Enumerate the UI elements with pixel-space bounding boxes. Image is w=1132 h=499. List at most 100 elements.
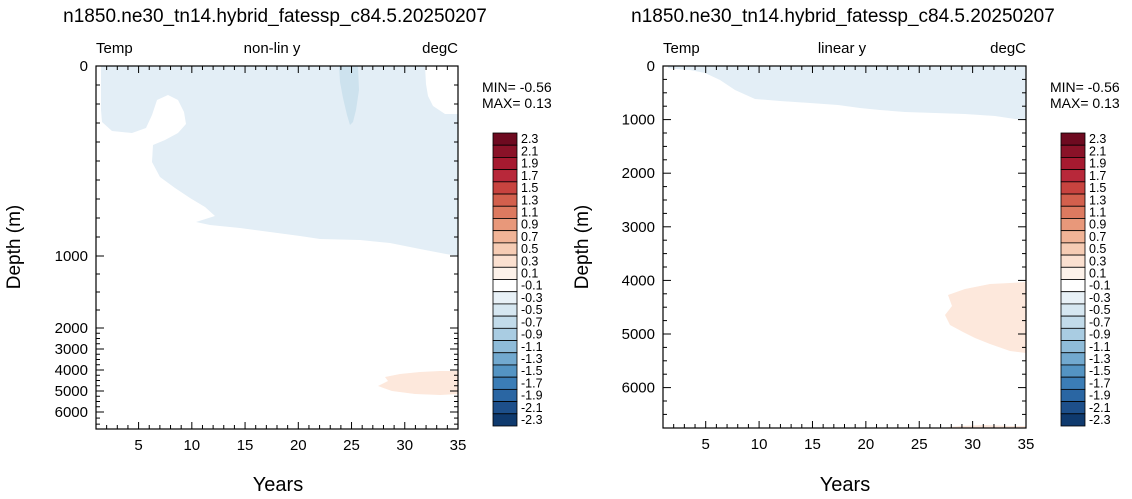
y-tick-label: 2000 — [55, 320, 88, 337]
colorbar-swatch — [1060, 132, 1086, 146]
colorbar-label: 2.3 — [1089, 132, 1106, 146]
colorbar-swatch — [492, 144, 518, 158]
colorbar-swatch — [1060, 144, 1086, 158]
colorbar-label: 0.1 — [1089, 267, 1106, 281]
colorbar-label: -0.1 — [521, 279, 543, 293]
colorbar-label: 0.7 — [1089, 230, 1106, 244]
variable-label: Temp — [96, 40, 133, 57]
x-tick-label: 35 — [450, 437, 467, 454]
colorbar-swatch — [1060, 376, 1086, 390]
x-tick-label: 25 — [343, 437, 360, 454]
colorbar-swatch — [492, 193, 518, 207]
y-tick-label: 0 — [80, 58, 88, 75]
contour-panel-linear: n1850.ne30_tn14.hybrid_fatessp_c84.5.202… — [572, 6, 1120, 496]
x-tick-label: 30 — [964, 436, 981, 453]
y-tick-label: 6000 — [622, 380, 655, 397]
y-tick-label: 0 — [647, 58, 655, 75]
colorbar-swatch — [1060, 193, 1086, 207]
colorbar-swatch — [492, 303, 518, 317]
colorbar-label: -0.7 — [521, 315, 543, 329]
colorbar-swatch — [1060, 218, 1086, 232]
colorbar-label: 0.3 — [521, 254, 538, 268]
colorbar-swatch — [1060, 352, 1086, 366]
x-tick-label: 20 — [858, 436, 875, 453]
colorbar-swatch — [492, 181, 518, 195]
colorbar-label: -1.1 — [1089, 340, 1111, 354]
x-axis-label: Years — [253, 474, 303, 496]
x-tick-label: 5 — [134, 437, 142, 454]
units-label: degC — [422, 40, 458, 57]
colorbar-swatch — [1060, 364, 1086, 378]
colorbar-label: -0.5 — [1089, 303, 1111, 317]
colorbar-swatch — [492, 327, 518, 341]
colorbar-swatch — [492, 205, 518, 219]
colorbar-label: -2.3 — [521, 413, 543, 427]
colorbar-label: -0.1 — [1089, 279, 1111, 293]
warm-deep-patch — [945, 282, 1026, 353]
colorbar-swatch — [492, 401, 518, 415]
colorbar-swatch — [492, 388, 518, 402]
x-axis-label: Years — [820, 474, 870, 496]
colorbar-label: -2.1 — [521, 401, 543, 415]
colorbar-swatch — [492, 291, 518, 305]
colorbar-label: -1.5 — [521, 364, 543, 378]
colorbar-swatch — [492, 132, 518, 146]
colorbar-label: -0.3 — [1089, 291, 1111, 305]
colorbar-swatch — [1060, 157, 1086, 171]
colorbar-swatch — [492, 254, 518, 268]
colorbar-label: -1.9 — [521, 389, 543, 403]
max-value-label: MAX= 0.13 — [1050, 95, 1120, 111]
colorbar-label: 2.1 — [521, 144, 538, 158]
colorbar-label: 1.9 — [521, 157, 538, 171]
colorbar-label: 1.1 — [1089, 205, 1106, 219]
colorbar-swatch — [1060, 254, 1086, 268]
colorbar-swatch — [492, 315, 518, 329]
y-axis: 0 1000 2000 3000 4000 5000 6000 — [622, 58, 1026, 415]
y-axis-label: Depth (m) — [4, 205, 25, 289]
colorbar-label: 1.5 — [1089, 181, 1106, 195]
colorbar-label: 2.3 — [521, 132, 538, 146]
warm-deep-patch — [378, 371, 458, 395]
colorbar-swatch — [1060, 401, 1086, 415]
x-axis: 5 10 15 20 25 30 35 — [95, 66, 467, 454]
cool-core-region — [339, 66, 359, 125]
colorbar-swatch — [492, 413, 518, 427]
colorbar-swatch — [1060, 266, 1086, 280]
x-axis: 5 10 15 20 25 30 35 — [662, 66, 1035, 453]
colorbar-label: -1.3 — [1089, 352, 1111, 366]
cool-upper-layer-region — [101, 66, 458, 256]
colorbar-label: -2.1 — [1089, 401, 1111, 415]
colorbar-swatch — [1060, 413, 1086, 427]
colorbar-swatch — [1060, 230, 1086, 244]
colorbar-swatch — [1060, 303, 1086, 317]
colorbar-label: 0.1 — [521, 267, 538, 281]
colorbar-label: 1.7 — [1089, 169, 1106, 183]
colorbar-swatch — [1060, 242, 1086, 256]
colorbar-label: -1.1 — [521, 340, 543, 354]
y-tick-label: 4000 — [622, 272, 655, 289]
colorbar-label: -0.9 — [521, 328, 543, 342]
colorbar-label: -0.5 — [521, 303, 543, 317]
colorbar-label: 1.1 — [521, 205, 538, 219]
colorbar-label: 0.7 — [521, 230, 538, 244]
colorbar-label: -1.3 — [521, 352, 543, 366]
colorbar-swatch — [1060, 388, 1086, 402]
colorbar-swatch — [492, 169, 518, 183]
colorbar-label: -1.9 — [1089, 389, 1111, 403]
panel-title: n1850.ne30_tn14.hybrid_fatessp_c84.5.202… — [63, 6, 487, 27]
colorbar-swatch — [492, 364, 518, 378]
x-tick-label: 35 — [1018, 436, 1035, 453]
y-tick-label: 6000 — [55, 404, 88, 421]
y-axis: 0 1000 2000 3000 4000 5000 6000 — [55, 58, 458, 425]
y-tick-label: 2000 — [622, 165, 655, 182]
x-tick-label: 5 — [702, 436, 710, 453]
colorbar-label: -0.7 — [1089, 315, 1111, 329]
colorbar-swatch — [1060, 279, 1086, 293]
colorbar-label: 2.1 — [1089, 144, 1106, 158]
cool-upper-layer-region — [668, 66, 1026, 120]
colorbar-swatch — [492, 376, 518, 390]
colorbar-swatch — [492, 230, 518, 244]
colorbar-label: 0.3 — [1089, 254, 1106, 268]
min-value-label: MIN= -0.56 — [482, 79, 552, 95]
y-axis-label: Depth (m) — [572, 205, 593, 289]
